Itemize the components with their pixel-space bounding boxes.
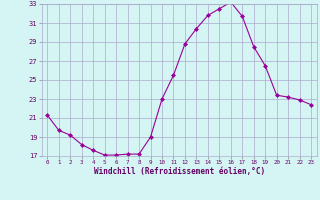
- X-axis label: Windchill (Refroidissement éolien,°C): Windchill (Refroidissement éolien,°C): [94, 167, 265, 176]
